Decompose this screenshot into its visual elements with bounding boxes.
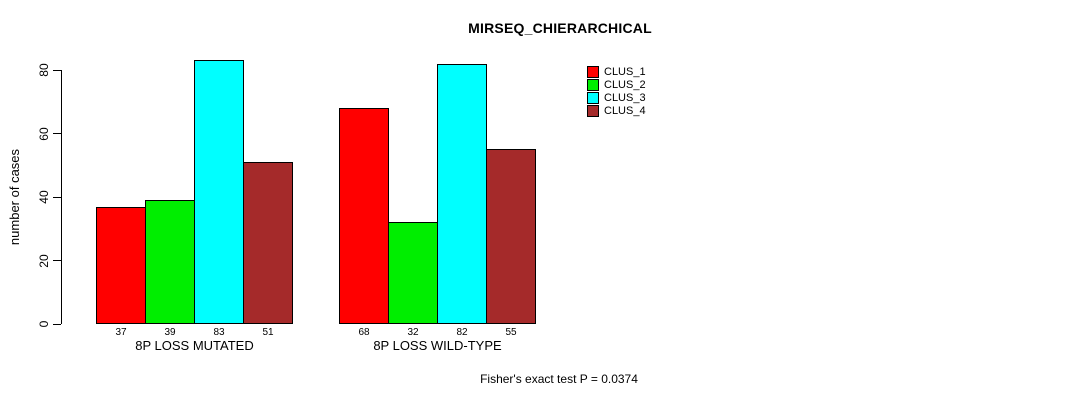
y-tick — [53, 196, 61, 198]
bar-value-label: 82 — [456, 327, 468, 338]
bar-value-label: 32 — [407, 327, 419, 338]
y-tick — [53, 323, 61, 325]
bar-value-label: 39 — [164, 327, 176, 338]
y-tick — [53, 69, 61, 71]
y-tick-label: 0 — [37, 320, 51, 328]
fisher-test-note: Fisher's exact test P = 0.0374 — [480, 372, 638, 386]
legend-swatch-icon — [587, 105, 599, 117]
chart-title: MIRSEQ_CHIERARCHICAL — [468, 20, 652, 36]
bar-clus_3 — [194, 60, 244, 324]
y-tick-label: 20 — [37, 253, 51, 268]
legend-label: CLUS_4 — [604, 105, 646, 117]
bar-clus_4 — [243, 162, 293, 324]
bar-clus_2 — [145, 200, 195, 324]
y-tick — [53, 260, 61, 261]
bar-value-label: 68 — [358, 327, 370, 338]
bar-clus_4 — [486, 149, 536, 324]
y-tick-label: 40 — [37, 190, 51, 204]
bar-value-label: 51 — [262, 327, 274, 338]
bar-value-label: 83 — [213, 327, 225, 338]
group-label: 8P LOSS WILD-TYPE — [373, 338, 502, 353]
bar-clus_1 — [96, 206, 146, 324]
bar-value-label: 37 — [115, 327, 127, 338]
legend-swatch-icon — [587, 66, 599, 78]
bar-clus_3 — [437, 63, 487, 324]
bar-clus_2 — [388, 222, 438, 324]
y-tick — [53, 133, 61, 134]
group-label: 8P LOSS MUTATED — [135, 338, 254, 353]
legend-label: CLUS_2 — [604, 79, 646, 91]
y-axis-label: number of cases — [7, 148, 22, 246]
y-axis-line — [61, 70, 62, 324]
legend-swatch-icon — [587, 79, 599, 91]
bar-value-label: 55 — [505, 327, 517, 338]
legend-swatch-icon — [587, 92, 599, 104]
legend-label: CLUS_1 — [604, 66, 646, 78]
bar-clus_1 — [339, 108, 389, 324]
legend-label: CLUS_3 — [604, 92, 646, 104]
y-tick-label: 80 — [37, 63, 51, 77]
y-tick-label: 60 — [37, 126, 51, 141]
